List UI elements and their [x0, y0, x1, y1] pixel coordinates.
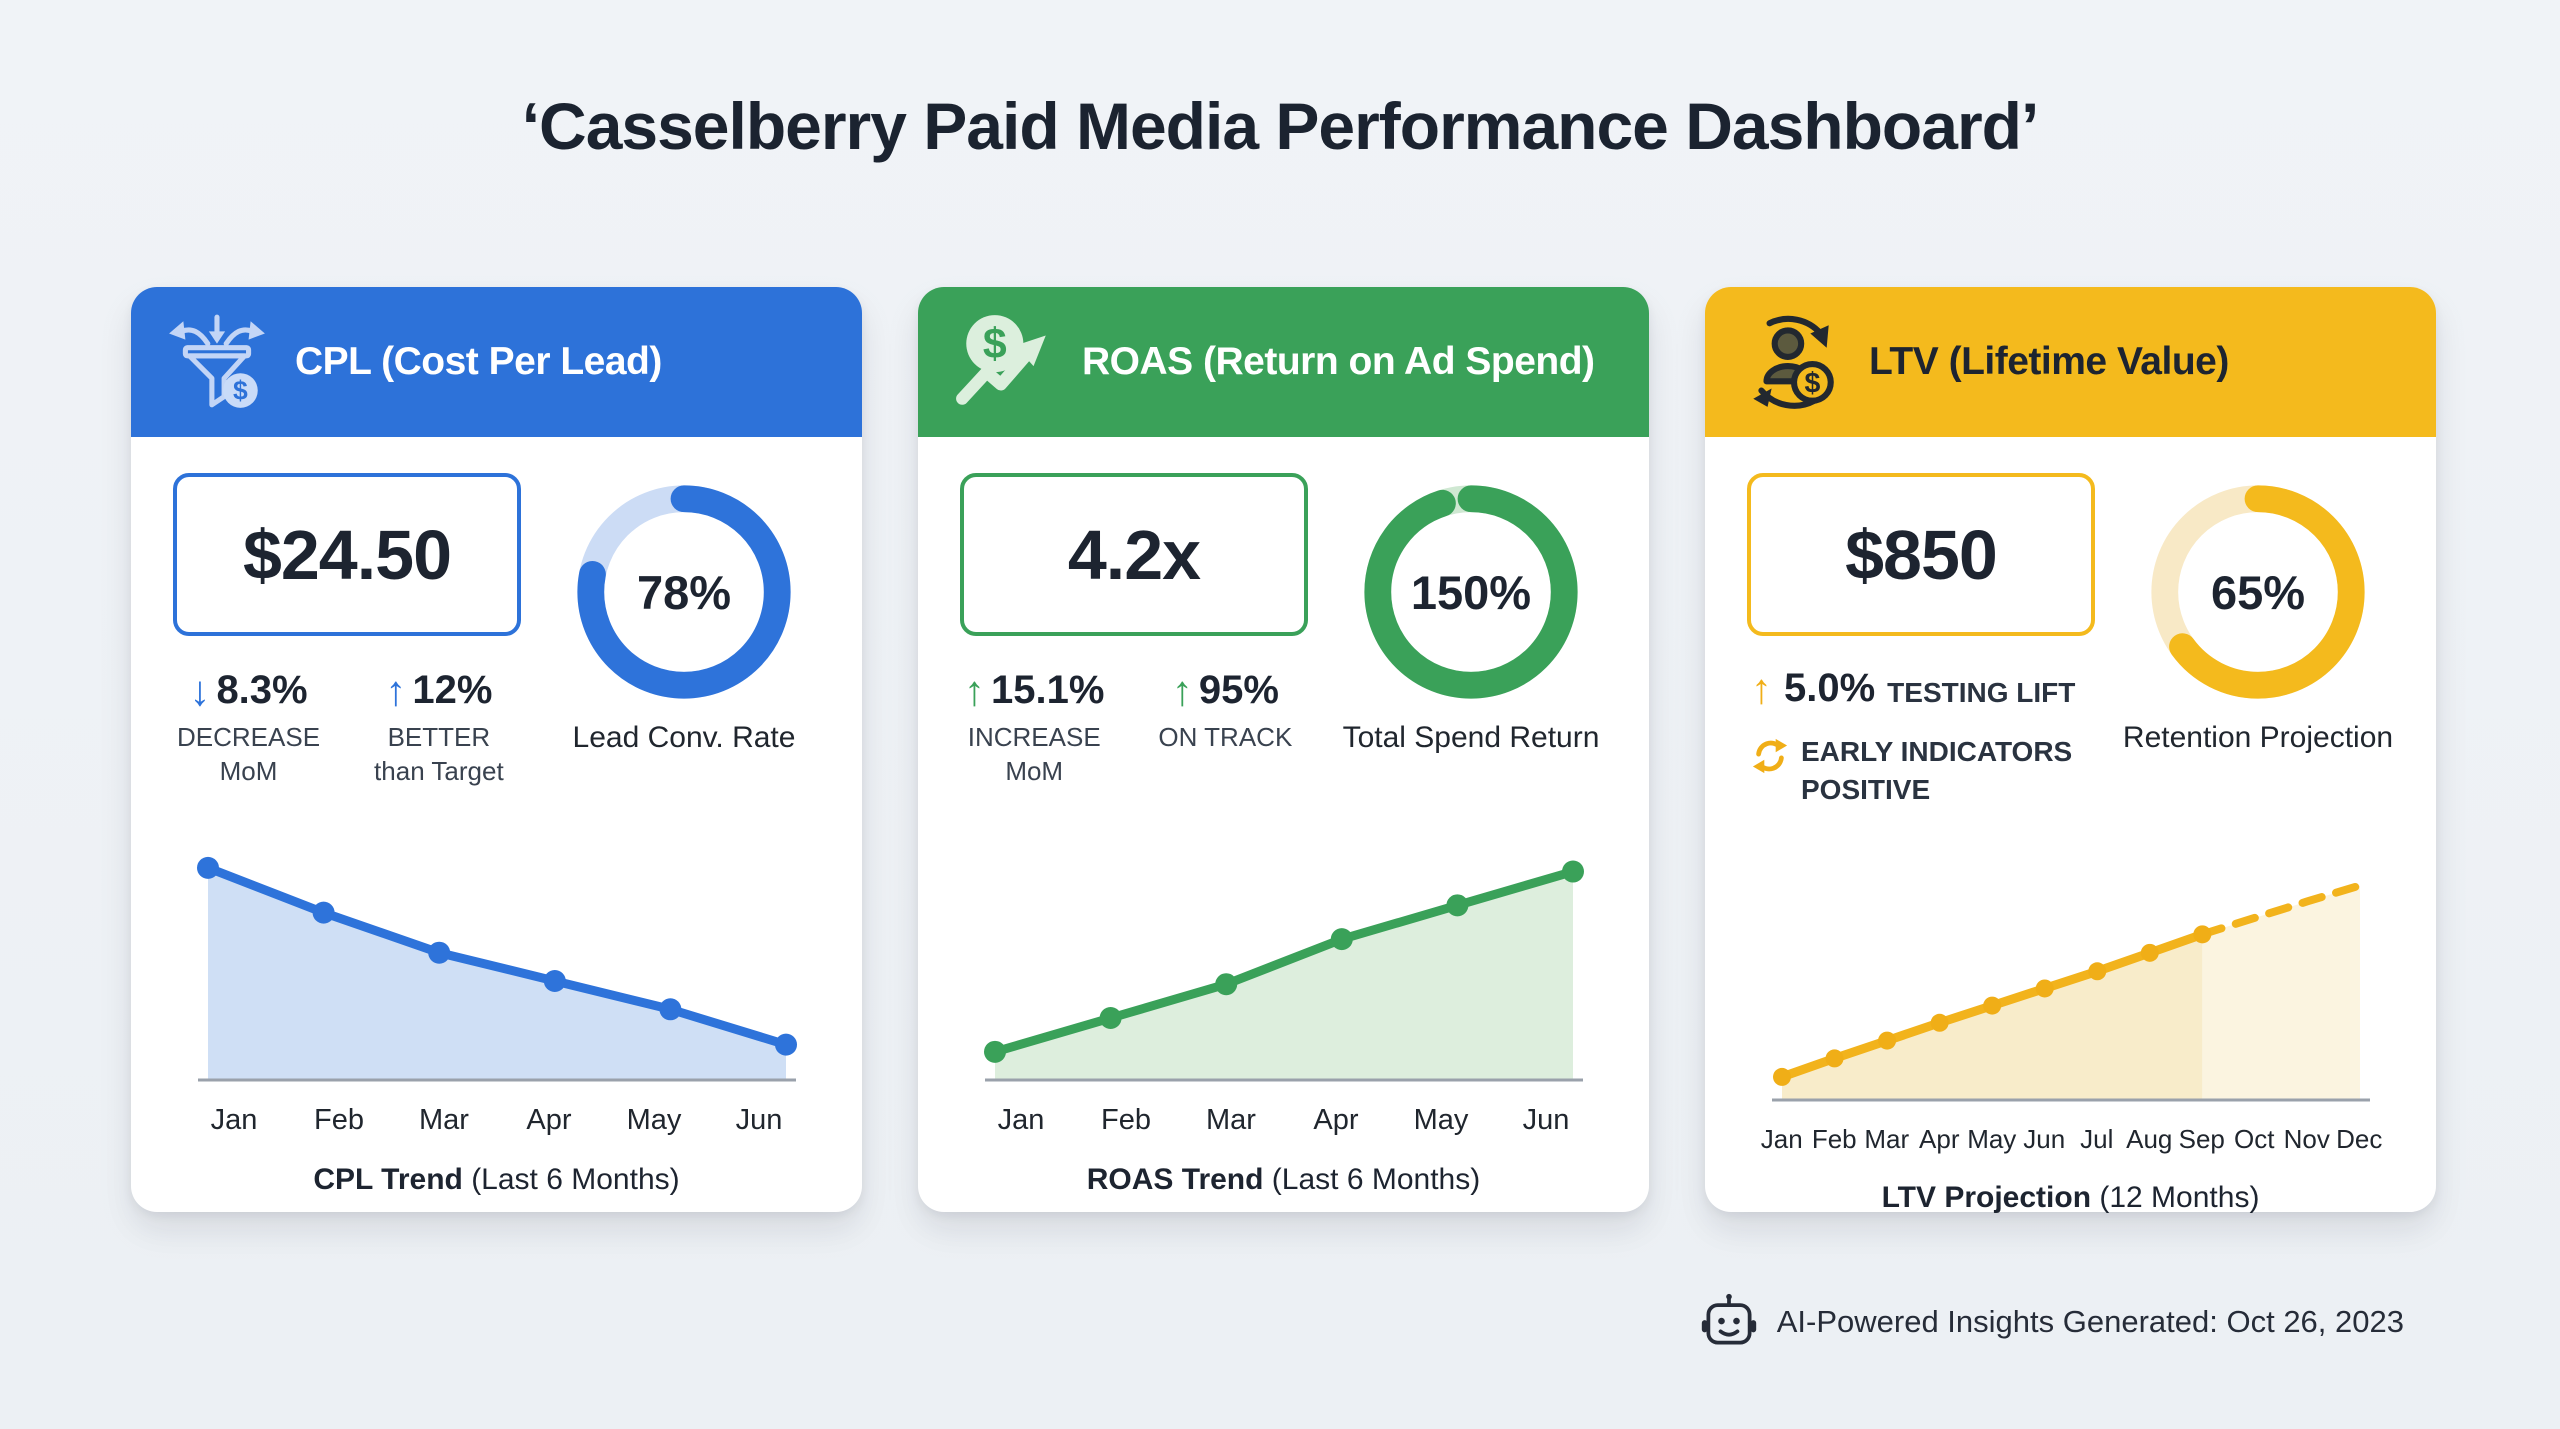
month-label: Jan [1760, 1123, 1803, 1154]
roas-trend-chart: Jan Feb Mar Apr May Jun ROAS Trend (Last 6 Mo… [960, 831, 1607, 1197]
month-label: Mar [419, 1103, 469, 1136]
ltv-donut-label: Retention Projection [2122, 721, 2394, 754]
roas-donut-gauge: 150% [1352, 473, 1590, 711]
ltv-metric-value: $850 [1845, 515, 1998, 594]
month-label: Oct [2234, 1123, 2275, 1154]
ltv-donut-value: 65% [2210, 565, 2306, 619]
roas-metric-value: 4.2x [1067, 515, 1201, 594]
roas-month-labels: Jan Feb Mar Apr May Jun [969, 1104, 1599, 1137]
cpl-donut-value: 78% [636, 565, 732, 619]
month-label: May [1967, 1123, 2017, 1154]
svg-text:$: $ [983, 320, 1007, 368]
ltv-lift-label: TESTING LIFT [1887, 676, 2076, 708]
card-cpl: $ CPL (Cost Per Lead) $24.50 ↓ [131, 287, 862, 1212]
dollar-growth-arrow-icon: $ [952, 309, 1058, 415]
card-roas-title: ROAS (Return on Ad Spend) [1082, 340, 1595, 383]
cpl-trend-chart: Jan Feb Mar Apr May Jun CPL Trend (Last 6 Mon… [173, 831, 820, 1197]
cpl-donut-gauge: 78% [565, 473, 803, 711]
page-title: ‘Casselberry Paid Media Performance Dash… [521, 89, 2040, 163]
roas-delta-mom-label: INCREASE MoM [967, 722, 1101, 786]
month-label: Jan [210, 1103, 258, 1136]
footer-insights: AI-Powered Insights Generated: Oct 26, 2… [1699, 1292, 2404, 1352]
roas-delta-mom-value: 15.1% [991, 668, 1105, 712]
up-arrow-icon: ↑ [385, 666, 407, 714]
up-arrow-icon: ↑ [964, 666, 985, 714]
ltv-donut-gauge: 65% [2139, 473, 2377, 711]
roas-delta-track-value: 95% [1198, 668, 1279, 712]
cpl-metric-box: $24.50 [173, 473, 521, 636]
up-arrow-icon: ↑ [1171, 666, 1193, 714]
cpl-deltas: ↓ 8.3% DECREASE MoM ↑ [173, 668, 521, 789]
month-label: Jun [2023, 1123, 2066, 1154]
robot-icon [1699, 1292, 1759, 1352]
cpl-delta-mom-value: 8.3% [216, 668, 308, 712]
card-ltv-title: LTV (Lifetime Value) [1869, 340, 2229, 383]
svg-text:$: $ [233, 376, 248, 406]
ltv-testing-lift: ↑ 5.0% TESTING LIFT [1751, 666, 2095, 711]
up-arrow-icon: ↑ [1751, 664, 1772, 712]
month-label: Mar [1206, 1103, 1256, 1136]
month-label: Apr [1919, 1123, 1960, 1154]
card-roas: $ ROAS (Return on Ad Spend) 4.2x [918, 287, 1649, 1212]
cpl-donut-label: Lead Conv. Rate [572, 721, 796, 754]
ltv-metric-box: $850 [1747, 473, 2095, 636]
month-label: Feb [1101, 1103, 1151, 1136]
cpl-delta-target-label: BETTER than Target [374, 722, 504, 786]
month-label: Aug [2126, 1123, 2173, 1154]
roas-delta-track-label: ON TRACK [1158, 722, 1293, 752]
ltv-month-labels: Jan Feb Mar Apr May Jun Jul Aug Sep Oct Nov Dec [1756, 1124, 2386, 1155]
month-label: Jun [1522, 1103, 1570, 1136]
card-ltv: $ LTV (Lifetime Value) $850 ↑ 5.0% [1705, 287, 2436, 1215]
card-cpl-title: CPL (Cost Per Lead) [295, 340, 662, 383]
roas-deltas: ↑ 15.1% INCREASE MoM ↑ [960, 668, 1308, 789]
refresh-icon [1751, 733, 1789, 774]
roas-delta-track: ↑ 95% ON TRACK [1158, 668, 1292, 789]
card-ltv-header: $ LTV (Lifetime Value) [1705, 287, 2436, 437]
card-roas-header: $ ROAS (Return on Ad Spend) [918, 287, 1649, 437]
month-label: Feb [314, 1103, 364, 1136]
cpl-delta-mom-label: DECREASE MoM [177, 722, 321, 786]
month-label: May [1413, 1103, 1469, 1136]
ltv-early-indicators: EARLY INDICATORS POSITIVE [1751, 733, 2095, 809]
ltv-projection-chart: Jan Feb Mar Apr May Jun Jul Aug Sep Oct Nov Dec LTV… [1747, 851, 2394, 1215]
ltv-deltas: ↑ 5.0% TESTING LIFT [1747, 666, 2095, 809]
cpl-chart-caption: CPL Trend (Last 6 Months) [313, 1162, 680, 1196]
month-label: May [626, 1103, 682, 1136]
ltv-chart-caption: LTV Projection (12 Months) [1881, 1180, 2260, 1214]
roas-donut-value: 150% [1410, 565, 1532, 619]
card-cpl-header: $ CPL (Cost Per Lead) [131, 287, 862, 437]
svg-text:$: $ [1804, 368, 1820, 400]
down-arrow-icon: ↓ [189, 666, 211, 714]
ltv-indicator-label: EARLY INDICATORS POSITIVE [1801, 736, 2073, 805]
roas-metric-box: 4.2x [960, 473, 1308, 636]
ltv-lift-value: 5.0% [1784, 666, 1876, 710]
month-label: Dec [2336, 1123, 2383, 1154]
kpi-cards: $ CPL (Cost Per Lead) $24.50 ↓ [131, 287, 2436, 1215]
month-label: Sep [2178, 1123, 2225, 1154]
month-label: Jun [735, 1103, 783, 1136]
cpl-delta-target: ↑ 12% BETTER than Target [374, 668, 504, 789]
month-label: Apr [526, 1103, 572, 1136]
month-label: Mar [1864, 1123, 1910, 1154]
month-label: Jan [997, 1103, 1045, 1136]
month-label: Nov [2283, 1123, 2330, 1154]
roas-delta-mom: ↑ 15.1% INCREASE MoM [964, 668, 1104, 789]
month-label: Apr [1313, 1103, 1359, 1136]
footer-text: AI-Powered Insights Generated: Oct 26, 2… [1776, 1304, 2404, 1339]
funnel-dollar-icon: $ [165, 309, 271, 415]
cpl-delta-mom: ↓ 8.3% DECREASE MoM [177, 668, 320, 789]
month-label: Jul [2080, 1123, 2114, 1154]
roas-chart-caption: ROAS Trend (Last 6 Months) [1086, 1162, 1481, 1196]
roas-donut-label: Total Spend Return [1342, 721, 1600, 754]
cpl-metric-value: $24.50 [242, 515, 452, 594]
customer-cycle-dollar-icon: $ [1739, 309, 1845, 415]
cpl-month-labels: Jan Feb Mar Apr May Jun [182, 1104, 812, 1137]
month-label: Feb [1811, 1123, 1857, 1154]
cpl-delta-target-value: 12% [412, 668, 493, 712]
